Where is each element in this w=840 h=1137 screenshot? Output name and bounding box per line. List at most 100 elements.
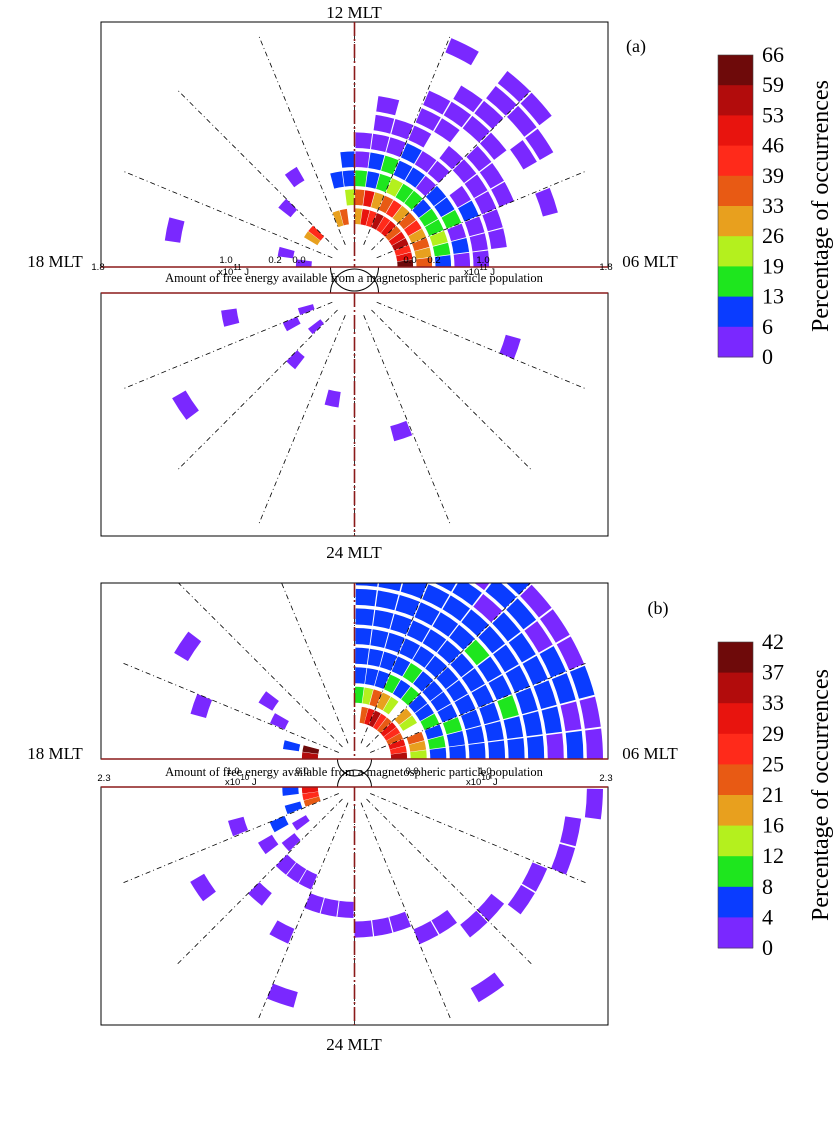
heatmap-cell: [390, 420, 413, 442]
colorbar-tick-label: 26: [762, 223, 784, 248]
heatmap-cell: [469, 233, 488, 252]
heatmap-cell: [412, 237, 430, 251]
heatmap-cell: [406, 620, 430, 643]
colorbar-segment: [718, 825, 753, 857]
heatmap-cell: [355, 588, 377, 607]
colorbar-label: Percentage of occurrences: [808, 669, 834, 921]
heatmap-cell: [376, 692, 391, 711]
panel-a: 12 MLT 24 MLT 18 MLT 06 MLT Amount of free e…: [27, 3, 834, 562]
heatmap-cell: [371, 192, 385, 210]
colorbar-tick-label: 29: [762, 721, 784, 746]
heatmap-cell: [396, 252, 413, 262]
radial-tick-label: 0.0: [295, 766, 308, 777]
panel-label: (a): [626, 36, 646, 57]
heatmap-cell: [355, 170, 368, 187]
heatmap-cell: [446, 731, 465, 747]
heatmap-cell: [339, 208, 349, 226]
heatmap-cell: [415, 108, 441, 131]
heatmap-cell: [449, 745, 466, 759]
heatmap-cell: [419, 208, 439, 227]
heatmap-cell: [485, 583, 517, 609]
heatmap-cell: [399, 715, 417, 731]
heatmap-cell: [308, 225, 325, 241]
heatmap-cell: [385, 632, 405, 653]
heatmap-cell: [408, 125, 432, 148]
heatmap-cell: [431, 910, 457, 935]
heatmap-cell: [355, 151, 370, 168]
heatmap-cell: [565, 730, 584, 759]
heatmap-cell: [302, 745, 320, 754]
heatmap-cell: [376, 216, 391, 233]
heatmap-cell: [376, 173, 392, 193]
heatmap-cell: [190, 693, 213, 718]
heatmap-cell: [412, 199, 432, 218]
heatmap-cell: [525, 128, 554, 160]
heatmap-cell: [278, 198, 298, 218]
heatmap-cell: [320, 898, 339, 917]
heatmap-cell: [275, 854, 296, 875]
heatmap-cell: [190, 873, 216, 902]
colorbar-segment: [718, 55, 753, 86]
heatmap-cell: [422, 584, 450, 609]
heatmap-cell: [330, 171, 344, 189]
heatmap-cell: [408, 228, 427, 244]
heatmap-cell: [439, 145, 464, 170]
heatmap-cell: [450, 653, 474, 678]
heatmap-cell: [424, 724, 444, 740]
colorbar-segment: [718, 733, 753, 765]
heatmap-cell: [324, 389, 341, 408]
inner-ring: [337, 769, 372, 788]
colorbar-tick-label: 6: [762, 314, 773, 339]
heatmap-cell: [391, 656, 411, 677]
heatmap-cell: [499, 334, 521, 359]
heatmap-cell: [355, 189, 365, 206]
heatmap-cell: [380, 220, 396, 237]
heatmap-cell: [460, 910, 488, 938]
heatmap-cell: [360, 209, 370, 226]
colorbar-segment: [718, 175, 753, 207]
heatmap-cell: [284, 166, 305, 188]
heatmap-cell: [228, 816, 248, 837]
heatmap-cell: [474, 191, 497, 215]
heatmap-cell: [521, 862, 548, 892]
grid-spoke: [376, 170, 588, 259]
heatmap-cell: [258, 834, 279, 855]
heatmap-cell: [398, 212, 416, 230]
heatmap-cell: [472, 250, 490, 267]
colorbar-segment: [718, 886, 753, 918]
radial-tick-label: 0.0: [403, 255, 416, 266]
heatmap-cell: [510, 140, 537, 170]
heatmap-cell: [474, 100, 504, 130]
energy-scale-label: x1010 J: [225, 773, 257, 788]
heatmap-cell: [503, 716, 524, 739]
heatmap-cell: [364, 708, 375, 726]
heatmap-cell: [378, 583, 402, 592]
heatmap-cell: [384, 532, 414, 553]
heatmap-cell: [451, 238, 470, 254]
grid-spoke: [121, 662, 339, 753]
heatmap-cell: [373, 114, 395, 134]
mlt-bottom-label: 24 MLT: [326, 543, 382, 562]
mlt-right-label: 06 MLT: [622, 252, 678, 271]
heatmap-cell: [432, 242, 451, 257]
heatmap-cell: [488, 228, 507, 249]
heatmap-cell: [429, 230, 448, 246]
heatmap-cell: [386, 178, 403, 197]
heatmap-cell: [391, 119, 414, 140]
heatmap-cell: [389, 911, 411, 933]
heatmap-cell: [488, 675, 512, 700]
grid-spoke: [176, 309, 338, 472]
heatmap-cell: [478, 625, 505, 654]
heatmap-cell: [388, 231, 406, 246]
heatmap-cell: [446, 680, 468, 702]
radial-tick-label: 0.2: [427, 255, 440, 266]
heatmap-cell: [425, 185, 447, 207]
heatmap-cell: [497, 71, 531, 103]
heatmap-cell: [515, 687, 538, 715]
heatmap-cell: [434, 118, 460, 143]
heatmap-cell: [277, 246, 295, 259]
grid-spoke: [177, 583, 343, 748]
panel-label: (b): [648, 598, 669, 619]
heatmap-cell: [393, 160, 413, 181]
heatmap-cell: [415, 703, 434, 722]
